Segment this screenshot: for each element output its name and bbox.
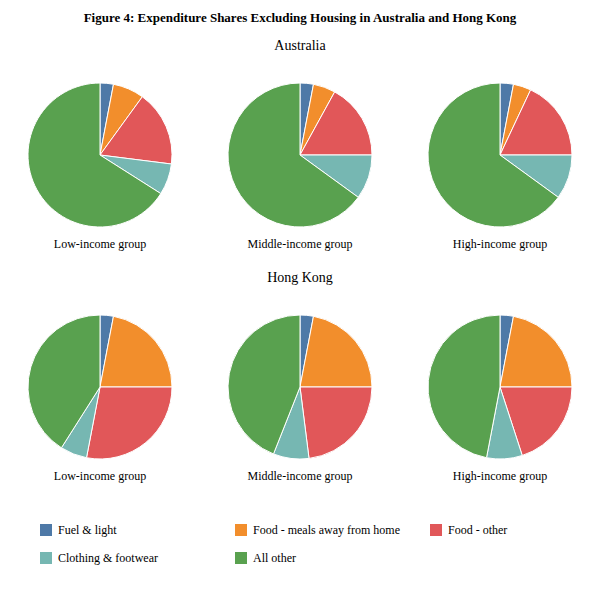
legend-item: Food - other xyxy=(430,523,507,537)
chart: Figure 4: Expenditure Shares Excluding H… xyxy=(0,0,600,608)
pie-label: Low-income group xyxy=(54,469,146,483)
legend-label: All other xyxy=(253,551,296,565)
pie-slice xyxy=(500,90,572,155)
legend: Fuel & light Food - meals away from home F… xyxy=(40,523,507,565)
legend-label: Food - meals away from home xyxy=(253,523,400,537)
title: Figure 4: Expenditure Shares Excluding H… xyxy=(84,10,517,25)
pie-slice xyxy=(28,315,100,448)
panel-title: Australia xyxy=(274,38,326,53)
pie-slice xyxy=(28,83,161,227)
pie-slice xyxy=(228,83,358,227)
pie xyxy=(428,83,572,227)
pie-slice xyxy=(500,316,572,387)
pie xyxy=(428,315,572,459)
pie-slice xyxy=(300,316,372,387)
legend-swatch xyxy=(40,524,52,536)
pie-slice xyxy=(87,387,172,459)
pie-slice xyxy=(300,92,372,155)
pie xyxy=(28,83,172,227)
legend-item: Clothing & footwear xyxy=(40,551,158,565)
pie-label: Middle-income group xyxy=(248,469,353,483)
pie-slice xyxy=(100,97,172,164)
pie-label: Low-income group xyxy=(54,237,146,251)
pie-label: Middle-income group xyxy=(248,237,353,251)
pie-slice xyxy=(428,315,500,458)
pie-slice xyxy=(100,316,172,387)
legend-label: Clothing & footwear xyxy=(58,551,158,565)
pie xyxy=(28,315,172,459)
legend-swatch xyxy=(40,552,52,564)
legend-swatch xyxy=(235,552,247,564)
legend-label: Fuel & light xyxy=(58,523,117,537)
pie-slice xyxy=(228,315,300,454)
pie-slice xyxy=(428,83,558,227)
legend-item: All other xyxy=(235,551,296,565)
pie xyxy=(228,315,372,459)
legend-swatch xyxy=(235,524,247,536)
legend-item: Fuel & light xyxy=(40,523,117,537)
legend-label: Food - other xyxy=(448,523,507,537)
pie-label: High-income group xyxy=(453,237,547,251)
legend-item: Food - meals away from home xyxy=(235,523,400,537)
legend-swatch xyxy=(430,524,442,536)
pie-slice xyxy=(300,387,372,458)
pie-label: High-income group xyxy=(453,469,547,483)
pie xyxy=(228,83,372,227)
panel-title: Hong Kong xyxy=(267,270,333,285)
